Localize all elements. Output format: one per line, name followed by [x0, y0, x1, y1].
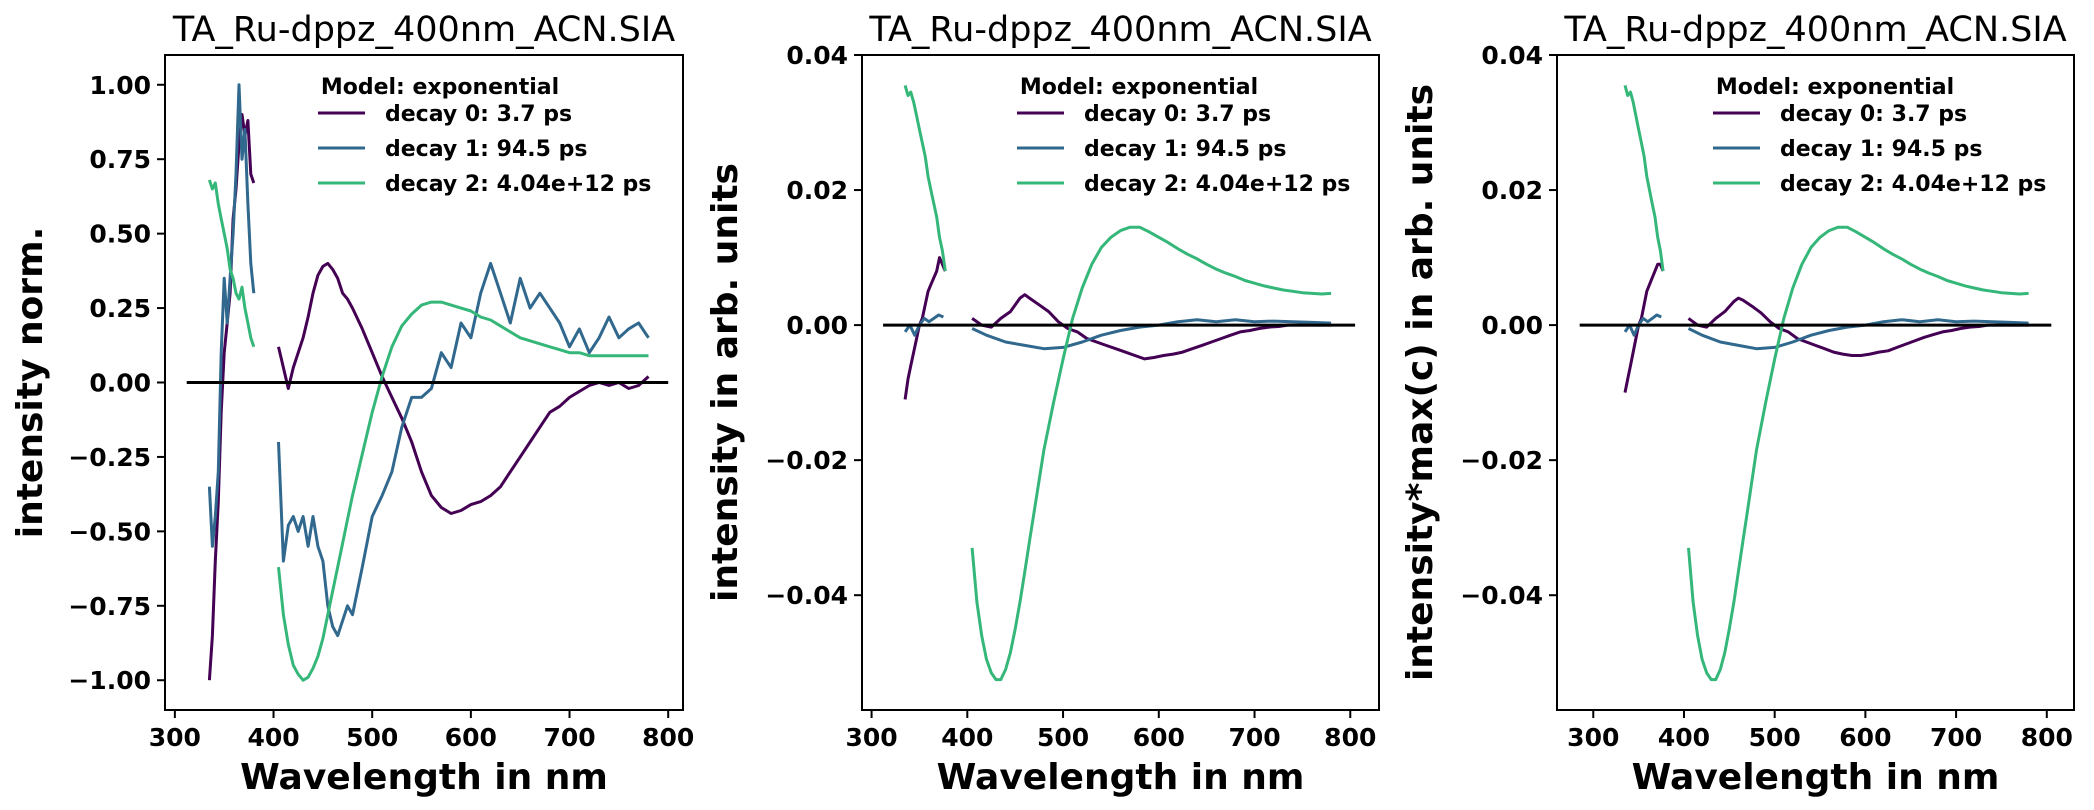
- x-tick-label: 800: [2021, 723, 2073, 752]
- legend-label-decay-0: decay 0: 3.7 ps: [385, 102, 572, 127]
- y-tick-label: −0.50: [68, 517, 151, 546]
- y-tick-label: 1.00: [89, 71, 151, 100]
- series-line-decay-2-segment-1: [903, 84, 947, 272]
- y-tick-label: −0.25: [68, 443, 151, 472]
- y-axis-label: intensity in arb. units: [705, 163, 746, 602]
- y-tick-label: 0.04: [1481, 41, 1543, 70]
- legend-label-decay-2: decay 2: 4.04e+12 ps: [385, 172, 651, 197]
- y-tick-label: 0.04: [786, 41, 848, 70]
- chart-title: TA_Ru-dppz_400nm_ACN.SIA: [868, 10, 1371, 50]
- y-tick-label: −0.02: [1460, 446, 1543, 475]
- series-line-decay-0-segment-1: [1623, 262, 1665, 393]
- chart-panel-1: TA_Ru-dppz_400nm_ACN.SIA 300 400 500 600 700 8…: [10, 10, 694, 798]
- legend-label-decay-1: decay 1: 94.5 ps: [1084, 137, 1286, 162]
- series-line-decay-1-segment-1: [1623, 313, 1662, 337]
- series-line-decay-0-segment-2: [971, 293, 1332, 361]
- series-line-decay-0-segment-1: [903, 256, 947, 400]
- x-tick-label: 600: [1839, 723, 1891, 752]
- x-tick-label: 400: [1658, 723, 1710, 752]
- legend-title: Model: exponential: [321, 75, 559, 100]
- series-line-decay-2-segment-1: [1623, 85, 1665, 272]
- series-line-decay-1-segment-1: [207, 83, 256, 548]
- series-line-decay-2-segment-2: [277, 300, 649, 682]
- x-tick-label: 400: [941, 723, 993, 752]
- y-tick-label: 0.00: [1481, 311, 1543, 340]
- legend-label-decay-2: decay 2: 4.04e+12 ps: [1780, 172, 2046, 197]
- x-axis-label: Wavelength in nm: [1632, 757, 2000, 798]
- x-tick-label: 700: [1228, 723, 1280, 752]
- x-axis-label: Wavelength in nm: [240, 757, 608, 798]
- y-tick-label: 0.75: [89, 145, 151, 174]
- axes-frame: [1556, 54, 2075, 711]
- y-axis-label: intensity*max(c) in arb. units: [1400, 84, 1441, 681]
- x-tick-label: 300: [845, 723, 897, 752]
- x-tick-label: 500: [1749, 723, 1801, 752]
- legend-label-decay-2: decay 2: 4.04e+12 ps: [1084, 172, 1350, 197]
- x-tick-label: 600: [1133, 723, 1185, 752]
- y-tick-label: −0.75: [68, 592, 151, 621]
- chart-title: TA_Ru-dppz_400nm_ACN.SIA: [1563, 10, 2066, 50]
- series-line-decay-2-segment-1: [207, 179, 256, 348]
- legend-title: Model: exponential: [1020, 75, 1258, 100]
- legend-label-decay-1: decay 1: 94.5 ps: [385, 137, 587, 162]
- x-tick-label: 700: [543, 723, 595, 752]
- y-tick-label: −0.04: [1460, 581, 1543, 610]
- x-axis-label: Wavelength in nm: [937, 757, 1305, 798]
- y-tick-label: 0.00: [786, 311, 848, 340]
- y-axis-label: intensity norm.: [10, 227, 51, 539]
- y-tick-label: −0.04: [765, 581, 848, 610]
- x-tick-label: 600: [445, 723, 497, 752]
- y-tick-label: 0.25: [89, 294, 151, 323]
- series-line-decay-1-segment-2: [277, 261, 650, 638]
- x-tick-label: 300: [149, 723, 201, 752]
- x-tick-label: 500: [346, 723, 398, 752]
- y-tick-label: −1.00: [68, 666, 151, 695]
- x-tick-label: 400: [247, 723, 299, 752]
- y-tick-label: 0.02: [1481, 176, 1543, 205]
- series-line-decay-0-segment-2: [277, 261, 650, 515]
- series-line-decay-2-segment-2: [1687, 225, 2029, 682]
- x-tick-label: 700: [1930, 723, 1982, 752]
- legend-label-decay-0: decay 0: 3.7 ps: [1084, 102, 1271, 127]
- y-tick-label: 0.02: [786, 176, 848, 205]
- axes-frame: [861, 54, 1380, 711]
- chart-panel-3: TA_Ru-dppz_400nm_ACN.SIA 300 400 500 600 700 8…: [1400, 10, 2075, 798]
- series-line-decay-0-segment-2: [1687, 296, 2029, 357]
- legend-label-decay-0: decay 0: 3.7 ps: [1780, 102, 1967, 127]
- x-tick-label: 800: [642, 723, 694, 752]
- x-tick-label: 300: [1567, 723, 1619, 752]
- x-tick-label: 800: [1324, 723, 1376, 752]
- legend-title: Model: exponential: [1716, 75, 1954, 100]
- series-line-decay-2-segment-2: [970, 225, 1332, 682]
- series-line-decay-1-segment-1: [903, 313, 944, 337]
- y-tick-label: −0.02: [765, 446, 848, 475]
- y-tick-label: 0.00: [89, 369, 151, 398]
- chart-panel-2: TA_Ru-dppz_400nm_ACN.SIA 300 400 500 600 700 8…: [705, 10, 1380, 798]
- x-tick-label: 500: [1037, 723, 1089, 752]
- chart-title: TA_Ru-dppz_400nm_ACN.SIA: [172, 10, 675, 50]
- legend-label-decay-1: decay 1: 94.5 ps: [1780, 137, 1982, 162]
- y-tick-label: 0.50: [89, 220, 151, 249]
